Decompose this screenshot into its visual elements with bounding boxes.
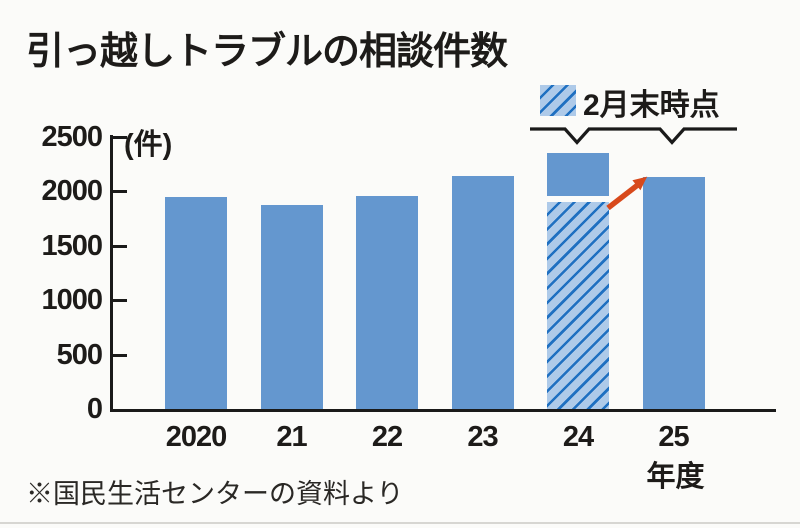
legend-label: 2月末時点 (583, 89, 720, 122)
y-tick-label: 500 (56, 338, 103, 371)
bar-23 (451, 175, 514, 409)
chart-title: 引っ越しトラブルの相談件数 (26, 31, 508, 73)
bar-2020 (165, 196, 227, 409)
x-tick-label-23: 23 (467, 421, 498, 453)
x-tick-label-24: 24 (562, 421, 594, 453)
x-tick-label-2020: 2020 (165, 421, 228, 453)
bar-24 (546, 153, 610, 409)
y-tick-label: 1000 (41, 284, 103, 317)
y-tick-mark (113, 299, 127, 303)
bar-22 (356, 195, 418, 409)
range-bracket (530, 127, 737, 145)
y-tick-label: 2000 (41, 175, 103, 208)
y-tick-mark (113, 190, 127, 194)
x-axis-unit: 年度 (646, 461, 705, 493)
y-axis-unit: (件) (124, 129, 173, 161)
y-tick-mark (113, 244, 127, 248)
x-tick-label-22: 22 (371, 421, 403, 453)
hatch-swatch-icon (540, 85, 576, 116)
source-note: ※国民生活センターの資料より (26, 479, 404, 509)
y-axis-line (110, 135, 113, 412)
bar-24-hatched-part (547, 202, 609, 409)
y-tick-mark (113, 135, 127, 139)
y-tick-label: 1500 (41, 229, 103, 262)
bar-25 (642, 177, 705, 409)
y-tick-label: 2500 (41, 120, 103, 153)
x-axis-line (110, 409, 776, 412)
bar-21 (260, 205, 323, 409)
increase-arrow-icon (606, 176, 648, 211)
y-tick-mark (113, 353, 127, 357)
page-bottom-divider (0, 522, 800, 524)
x-tick-label-21: 21 (276, 421, 307, 453)
y-tick-label: 0 (86, 393, 103, 425)
bar-24-separator (546, 196, 610, 203)
x-tick-label-25: 25 (658, 421, 689, 453)
